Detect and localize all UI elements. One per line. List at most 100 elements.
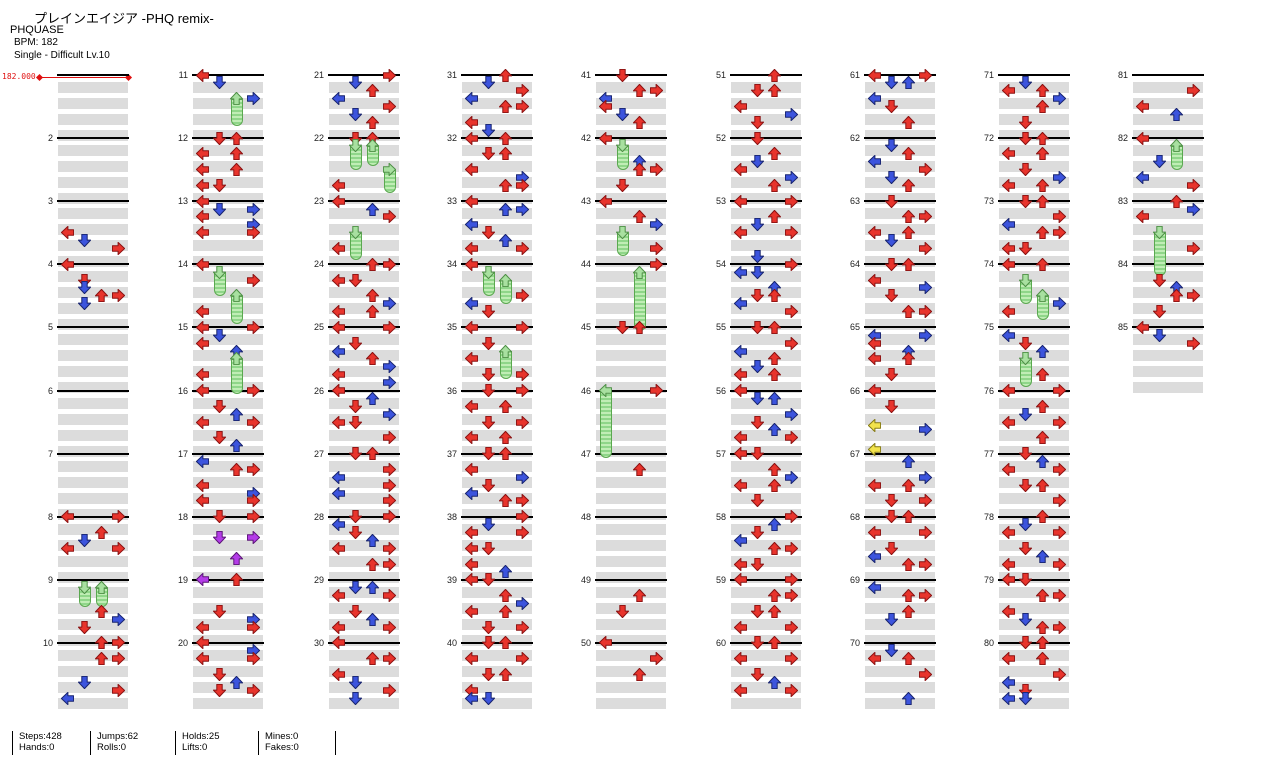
note-arrow-up xyxy=(499,234,512,248)
beat-band xyxy=(193,208,263,220)
note-arrow-right xyxy=(1053,171,1066,185)
note-arrow-left xyxy=(599,131,612,145)
beat-band xyxy=(58,602,128,614)
beat-band xyxy=(999,445,1069,457)
stat-fakes: Fakes:0 xyxy=(265,742,299,753)
beat-band xyxy=(731,224,801,236)
note-arrow-down xyxy=(349,510,362,524)
note-arrow-down xyxy=(1019,636,1032,650)
beat-band xyxy=(596,303,666,315)
beat-band xyxy=(193,350,263,362)
beat-band xyxy=(193,303,263,315)
note-arrow-down xyxy=(751,249,764,263)
note-arrow-up xyxy=(1036,147,1049,161)
note-arrow-down xyxy=(1019,115,1032,129)
note-arrow-down xyxy=(1153,305,1166,319)
beat-band xyxy=(462,366,532,378)
note-arrow-left xyxy=(599,194,612,208)
beat-band xyxy=(731,634,801,646)
measure-line xyxy=(57,200,129,203)
note-arrow-left xyxy=(868,419,881,433)
measure-line xyxy=(461,641,533,644)
note-arrow-left xyxy=(196,305,209,319)
beat-band xyxy=(329,193,399,205)
note-arrow-up xyxy=(768,352,781,366)
note-arrow-down xyxy=(1153,155,1166,169)
note-arrow-up xyxy=(902,510,915,524)
note-arrow-left xyxy=(1002,218,1015,232)
note-arrow-left xyxy=(332,667,345,681)
measure: 7 xyxy=(48,449,129,520)
note-arrow-up xyxy=(366,581,379,595)
measure: 4 xyxy=(48,257,129,331)
beat-band xyxy=(865,539,935,551)
note-arrow-left xyxy=(734,368,747,382)
beat-band xyxy=(865,334,935,346)
measure-number: 4 xyxy=(47,259,53,270)
note-arrow-left xyxy=(1002,384,1015,397)
beat-band xyxy=(865,382,935,394)
beat-band xyxy=(999,114,1069,125)
beat-band xyxy=(58,350,128,362)
beat-band xyxy=(462,665,532,677)
measure-line xyxy=(57,137,129,140)
measure-number: 67 xyxy=(849,448,860,459)
measure-number: 46 xyxy=(580,385,591,396)
beat-band xyxy=(58,539,128,551)
measure-number: 23 xyxy=(313,196,324,207)
note-arrow-up xyxy=(1036,100,1049,114)
beat-band xyxy=(329,240,399,252)
measure-number: 12 xyxy=(177,133,188,144)
beat-band xyxy=(193,366,263,378)
note-arrow-down xyxy=(349,447,362,461)
measure: 38 xyxy=(447,510,533,583)
note-arrow-down xyxy=(1019,541,1032,555)
beat-band xyxy=(329,618,399,630)
stat-group-mines: Mines:0 Fakes:0 xyxy=(258,731,335,755)
note-arrow-right xyxy=(919,470,932,484)
beat-band xyxy=(865,429,935,441)
measure-line xyxy=(864,578,936,581)
measure-number: 63 xyxy=(849,196,860,207)
note-arrow-up xyxy=(95,289,108,303)
note-arrow-right xyxy=(247,620,260,634)
measure: 23 xyxy=(314,194,400,268)
note-arrow-left xyxy=(868,581,881,595)
hold-head-arrow-down xyxy=(1153,226,1166,240)
beat-band xyxy=(1133,240,1203,252)
beat-band xyxy=(329,413,399,425)
beat-band xyxy=(596,445,666,457)
measure-line xyxy=(595,389,667,392)
measure-number: 17 xyxy=(177,448,188,459)
note-arrow-up xyxy=(902,257,915,271)
note-arrow-down xyxy=(482,123,495,137)
beat-band xyxy=(999,256,1069,268)
beat-band xyxy=(193,429,263,441)
beat-band xyxy=(329,681,399,693)
measure-line xyxy=(461,452,533,455)
measure: 62 xyxy=(850,133,936,205)
beat-band xyxy=(731,350,801,362)
measure-line xyxy=(1132,263,1204,266)
beat-band xyxy=(999,98,1069,109)
note-arrow-left xyxy=(734,384,747,397)
note-arrow-right xyxy=(383,100,396,114)
beat-band xyxy=(865,492,935,504)
measure: 35 xyxy=(447,320,533,394)
measure-number: 37 xyxy=(446,448,457,459)
beat-band xyxy=(1133,193,1203,205)
note-arrow-right xyxy=(919,494,932,508)
measure-number: 75 xyxy=(983,322,994,333)
note-arrow-left xyxy=(196,636,209,650)
beat-band xyxy=(462,303,532,315)
beat-band xyxy=(329,586,399,598)
measure-line xyxy=(192,452,264,455)
beat-band xyxy=(462,145,532,157)
note-arrow-down xyxy=(482,667,495,681)
note-arrow-up xyxy=(1170,194,1183,208)
note-arrow-left xyxy=(465,352,478,366)
beat-band xyxy=(999,130,1069,141)
beat-band xyxy=(999,492,1069,504)
note-arrow-down xyxy=(751,604,764,618)
note-arrow-up xyxy=(902,691,915,705)
